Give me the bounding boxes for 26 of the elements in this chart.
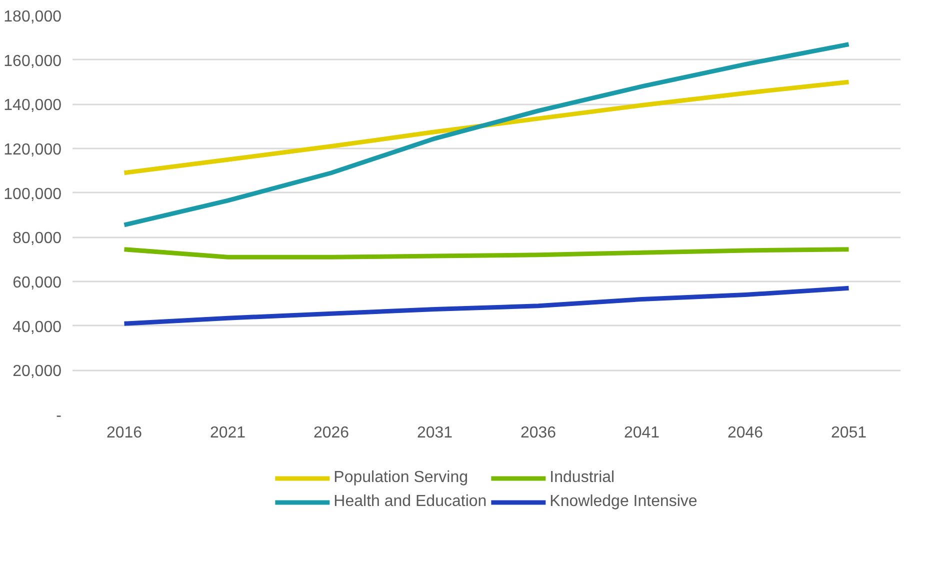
y-tick-label: 100,000 — [4, 186, 62, 203]
line-series — [122, 286, 851, 326]
line-series — [122, 80, 851, 176]
y-tick-label: - — [56, 408, 62, 424]
x-tick-label: 2026 — [313, 424, 350, 442]
x-tick-label: 2036 — [520, 424, 556, 442]
y-tick-label: 40,000 — [12, 318, 62, 336]
line-series — [122, 42, 851, 228]
y-tick-label: 160,000 — [4, 52, 62, 70]
legend-label: Knowledge Intensive — [550, 493, 698, 511]
x-tick-label: 2031 — [416, 424, 453, 442]
x-tick-label: 2051 — [830, 424, 867, 442]
y-tick-label: 60,000 — [12, 274, 62, 292]
x-tick-label: 2021 — [210, 424, 246, 442]
y-tick-label: 120,000 — [4, 142, 62, 158]
y-tick-label: 140,000 — [4, 97, 62, 114]
y-tick-label: 180,000 — [4, 8, 62, 26]
y-tick-label: 20,000 — [12, 363, 62, 380]
x-tick-label: 2041 — [624, 424, 660, 442]
legend-label: Health and Education — [334, 493, 487, 511]
x-tick-label: 2016 — [106, 424, 142, 442]
legend-label: Population Serving — [334, 469, 468, 487]
line-series — [122, 247, 851, 260]
legend-label: Industrial — [550, 469, 615, 487]
x-tick-label: 2046 — [727, 424, 764, 442]
y-tick-label: 80,000 — [12, 230, 62, 248]
